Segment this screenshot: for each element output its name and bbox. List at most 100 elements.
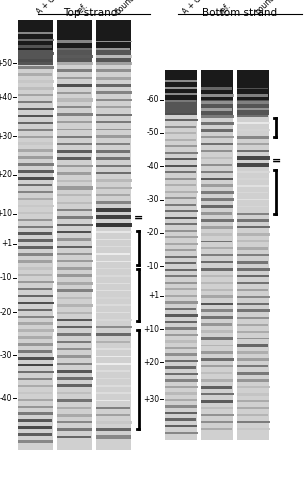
Bar [57, 77, 92, 80]
Bar [165, 334, 198, 336]
Bar [237, 144, 269, 145]
Bar [96, 208, 131, 212]
Bar [18, 87, 54, 90]
Bar [57, 333, 91, 336]
Bar [201, 240, 232, 242]
Bar [57, 274, 92, 278]
Bar [18, 420, 52, 422]
Bar [18, 204, 54, 207]
Bar [95, 312, 130, 314]
Bar [237, 108, 270, 110]
Bar [165, 418, 196, 420]
Bar [165, 399, 197, 401]
Text: +30: +30 [143, 395, 159, 404]
Bar [237, 100, 269, 115]
Bar [165, 100, 197, 115]
Bar [237, 268, 270, 270]
Bar [165, 249, 196, 252]
Bar [18, 52, 54, 55]
Bar [201, 372, 232, 374]
Bar [96, 356, 131, 358]
Bar [96, 326, 132, 328]
Bar [18, 426, 52, 429]
Bar [165, 366, 196, 368]
Bar [96, 407, 130, 408]
Bar [237, 344, 268, 347]
Bar [57, 150, 92, 152]
Bar [201, 323, 233, 326]
Bar [201, 70, 233, 100]
Bar [96, 202, 131, 204]
Bar [201, 233, 233, 236]
Bar [18, 198, 54, 200]
Bar [57, 165, 93, 167]
Bar [18, 253, 53, 256]
Bar [96, 268, 131, 270]
Bar [57, 267, 92, 270]
Bar [201, 178, 233, 180]
Bar [237, 219, 270, 222]
Bar [201, 352, 233, 354]
Bar [237, 150, 270, 152]
Bar [237, 226, 270, 228]
Bar [201, 330, 233, 333]
Text: A + G: A + G [35, 0, 58, 16]
Bar [201, 386, 232, 388]
Bar [96, 136, 131, 138]
Bar [201, 122, 234, 124]
Text: +40: +40 [0, 93, 12, 102]
Bar [165, 242, 198, 245]
Bar [57, 340, 91, 343]
Bar [96, 385, 132, 386]
Bar [18, 412, 53, 415]
Bar [18, 392, 52, 394]
Bar [96, 421, 132, 424]
Text: -10: -10 [0, 274, 12, 282]
Bar [237, 406, 269, 410]
Bar [96, 84, 131, 87]
Bar [18, 308, 52, 311]
Bar [96, 304, 132, 306]
Bar [237, 260, 268, 264]
Bar [164, 425, 197, 427]
Bar [57, 62, 93, 64]
Bar [165, 119, 198, 122]
Bar [57, 436, 91, 438]
Bar [165, 106, 197, 108]
Bar [201, 407, 233, 409]
Bar [96, 231, 132, 232]
Bar [165, 328, 197, 330]
Bar [201, 316, 233, 319]
Bar [201, 400, 233, 402]
Bar [201, 150, 232, 152]
Bar [18, 177, 54, 180]
Bar [18, 260, 52, 262]
Text: -30: -30 [0, 351, 12, 360]
Bar [58, 224, 93, 226]
Bar [18, 406, 53, 408]
Bar [165, 412, 197, 414]
Bar [18, 274, 52, 276]
Bar [18, 398, 53, 401]
Bar [18, 20, 53, 50]
Bar [237, 70, 269, 440]
Bar [18, 114, 53, 117]
Bar [96, 180, 132, 182]
Text: =: = [272, 156, 281, 166]
Bar [57, 84, 92, 86]
Bar [237, 199, 269, 200]
Bar [96, 172, 132, 174]
Bar [57, 121, 92, 123]
Text: -60: -60 [147, 95, 159, 104]
Bar [96, 157, 130, 160]
Bar [201, 156, 233, 160]
Bar [201, 282, 233, 284]
Bar [96, 253, 130, 254]
Bar [18, 322, 53, 325]
Bar [18, 378, 52, 380]
Bar [165, 210, 198, 212]
Bar [96, 370, 130, 372]
Bar [237, 282, 269, 284]
Bar [237, 317, 269, 318]
Bar [96, 50, 131, 65]
